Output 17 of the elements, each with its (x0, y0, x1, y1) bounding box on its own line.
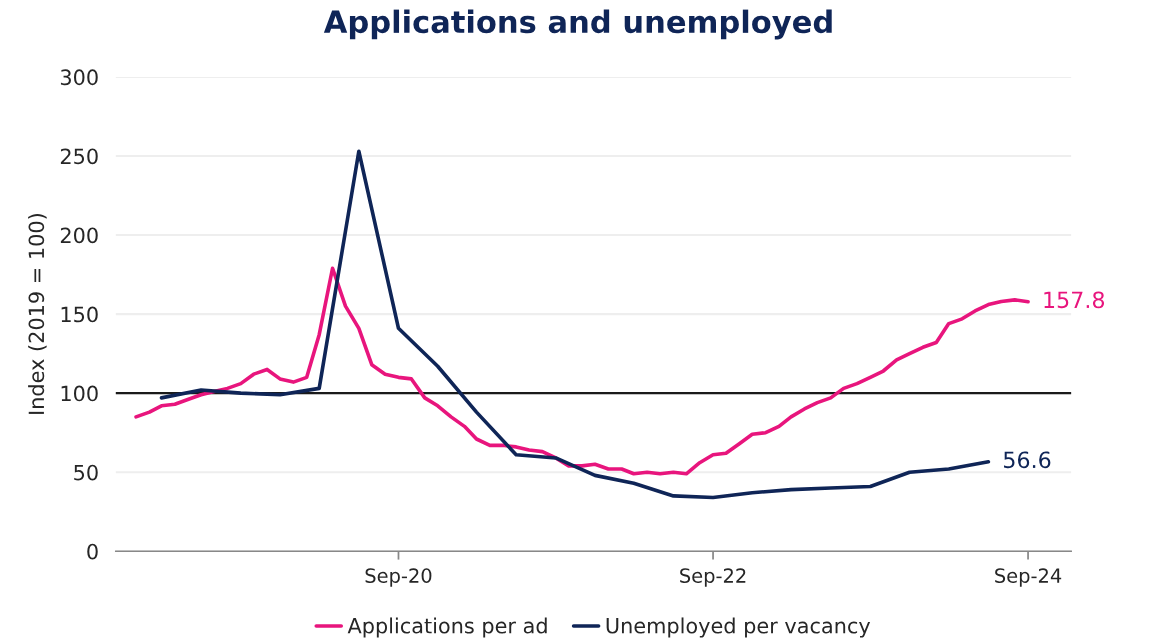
chart-title: Applications and unemployed (323, 9, 832, 40)
y-axis-title: Index (2019 = 100) (28, 214, 47, 414)
y-tick-label: 100 (61, 385, 98, 402)
legend-label: Applications per ad (347, 617, 547, 638)
annotation: 157.8 (1044, 291, 1105, 309)
legend-label: Unemployed per vacancy (606, 617, 871, 638)
y-tick-label: 200 (60, 227, 98, 244)
y-tick-label: 150 (61, 306, 98, 323)
y-tick-label: 300 (60, 69, 98, 86)
x-tick-label: Sep-22 (680, 568, 746, 587)
x-tick-label: Sep-24 (995, 568, 1062, 587)
y-tick-label: 50 (74, 464, 98, 481)
line-series (159, 149, 991, 500)
x-tick-label: Sep-20 (365, 568, 432, 587)
annotation: 56.6 (1004, 451, 1051, 469)
y-tick-label: 250 (60, 148, 98, 165)
y-tick-label: 0 (87, 543, 98, 560)
